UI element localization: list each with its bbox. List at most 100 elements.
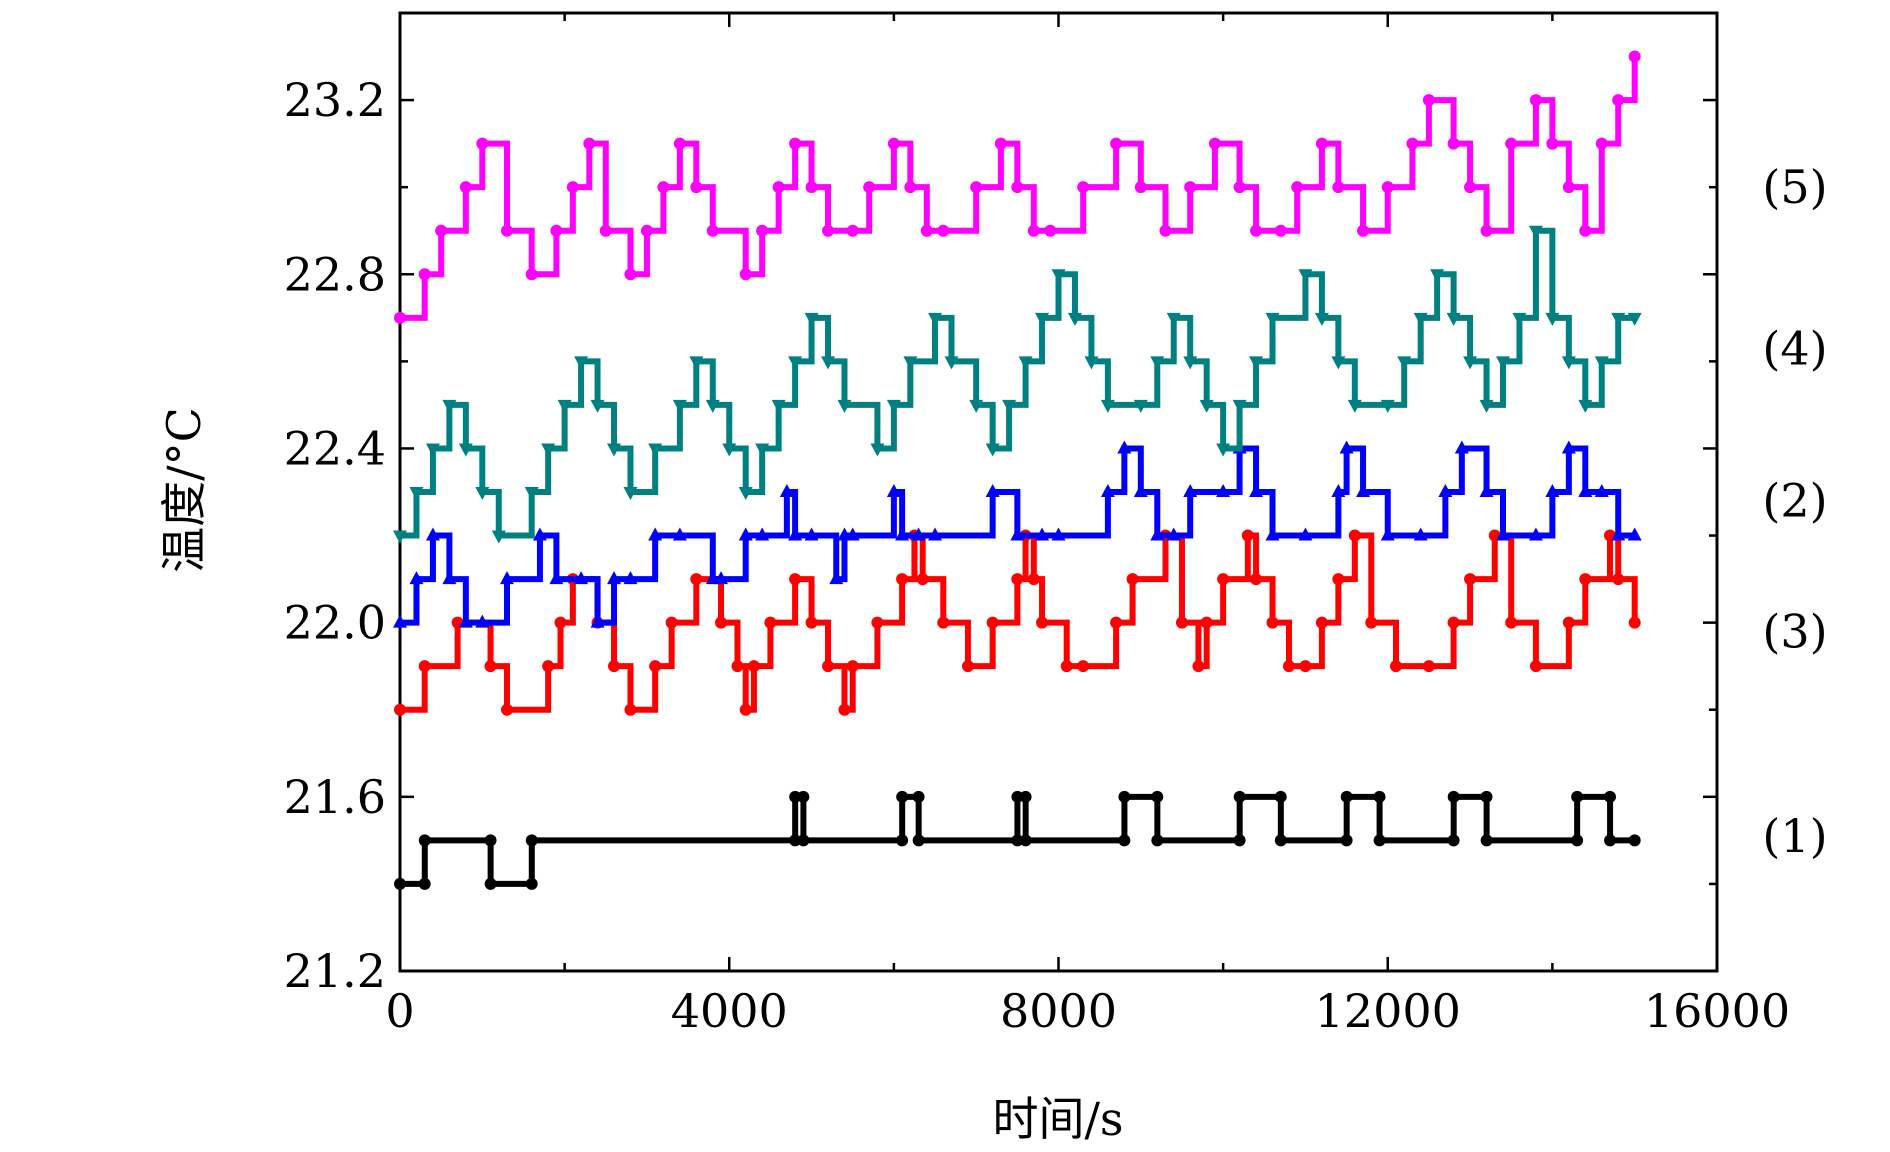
data-point [458, 614, 473, 628]
data-point [1331, 356, 1346, 370]
data-point [1571, 790, 1584, 803]
data-point [1011, 834, 1024, 847]
y-tick-label: 22.8 [284, 247, 386, 301]
data-point [1562, 616, 1575, 629]
data-point [1216, 443, 1231, 457]
data-point [1250, 224, 1263, 237]
data-point [1628, 616, 1641, 629]
data-point [394, 311, 406, 324]
data-point [1373, 790, 1386, 803]
data-point [1447, 834, 1460, 847]
data-point [1265, 527, 1280, 541]
data-point [549, 571, 564, 585]
data-point [1184, 181, 1197, 194]
data-point [1422, 94, 1435, 107]
data-point [1612, 573, 1625, 586]
data-point [1594, 484, 1609, 497]
data-point [1299, 660, 1312, 673]
data-point [886, 484, 901, 497]
data-point [458, 443, 473, 457]
data-point [1389, 660, 1402, 673]
data-point [393, 614, 407, 628]
data-point [1381, 181, 1394, 194]
data-point [911, 527, 926, 541]
data-point [1347, 399, 1362, 413]
data-point [1480, 834, 1493, 847]
data-point [1348, 529, 1361, 542]
data-point [1241, 529, 1254, 542]
x-axis-ticks: 0 4000 8000 12000 16000 [385, 13, 1790, 1038]
data-point [1505, 616, 1518, 629]
data-point [822, 660, 835, 673]
series-labels: (5) (4) (2) (3) (1) [1762, 160, 1827, 863]
data-point [1183, 484, 1198, 497]
data-point [1011, 573, 1024, 586]
data-point [755, 443, 770, 457]
data-point [1340, 790, 1353, 803]
data-point [525, 268, 538, 281]
data-point [1183, 356, 1198, 370]
data-point [1233, 834, 1246, 847]
data-point [1447, 790, 1460, 803]
data-point [986, 616, 999, 629]
data-point [557, 399, 572, 413]
data-point [985, 484, 1000, 497]
data-point [1166, 527, 1181, 541]
data-point [1332, 573, 1345, 586]
data-point [501, 703, 514, 716]
data-point [1133, 484, 1148, 497]
data-point [1199, 399, 1214, 413]
data-point [1480, 790, 1493, 803]
data-point [1495, 356, 1510, 370]
data-point [409, 571, 424, 585]
data-point [1110, 616, 1123, 629]
data-point [1100, 484, 1115, 497]
data-point [1627, 312, 1642, 326]
data-point [394, 877, 406, 890]
data-point [1274, 834, 1287, 847]
data-point [1546, 137, 1559, 150]
data-point [607, 443, 622, 457]
data-point [665, 616, 678, 629]
data-point [738, 527, 753, 541]
data-point [1233, 790, 1246, 803]
data-point [1571, 834, 1584, 847]
data-point [607, 571, 622, 585]
data-point [491, 530, 506, 544]
data-point [1100, 399, 1115, 413]
data-point [771, 399, 786, 413]
x-tick-label: 8000 [1000, 984, 1117, 1038]
data-point [797, 834, 810, 847]
data-point [916, 573, 929, 586]
data-point [1315, 137, 1328, 150]
data-point [944, 356, 959, 370]
data-point [1084, 356, 1099, 370]
data-point [476, 137, 489, 150]
data-point [920, 224, 933, 237]
data-point [1265, 312, 1280, 326]
data-point [394, 703, 406, 716]
data-point [1579, 224, 1592, 237]
data-point [1603, 790, 1616, 803]
data-point [648, 443, 663, 457]
data-point [418, 660, 431, 673]
data-point [1019, 790, 1032, 803]
data-point [928, 312, 943, 326]
data-point [789, 834, 802, 847]
data-point [1545, 484, 1560, 497]
data-point [435, 224, 448, 237]
data-point [541, 443, 556, 457]
data-point [393, 530, 407, 544]
data-point [1480, 224, 1493, 237]
data-point [1562, 181, 1575, 194]
data-point [566, 181, 579, 194]
data-point [1274, 790, 1287, 803]
data-point [599, 224, 612, 237]
data-point [623, 487, 638, 500]
data-point [1036, 616, 1049, 629]
data-point [1192, 660, 1205, 673]
data-point [1430, 269, 1445, 283]
series-label: (1) [1762, 809, 1827, 863]
data-point [542, 660, 555, 673]
